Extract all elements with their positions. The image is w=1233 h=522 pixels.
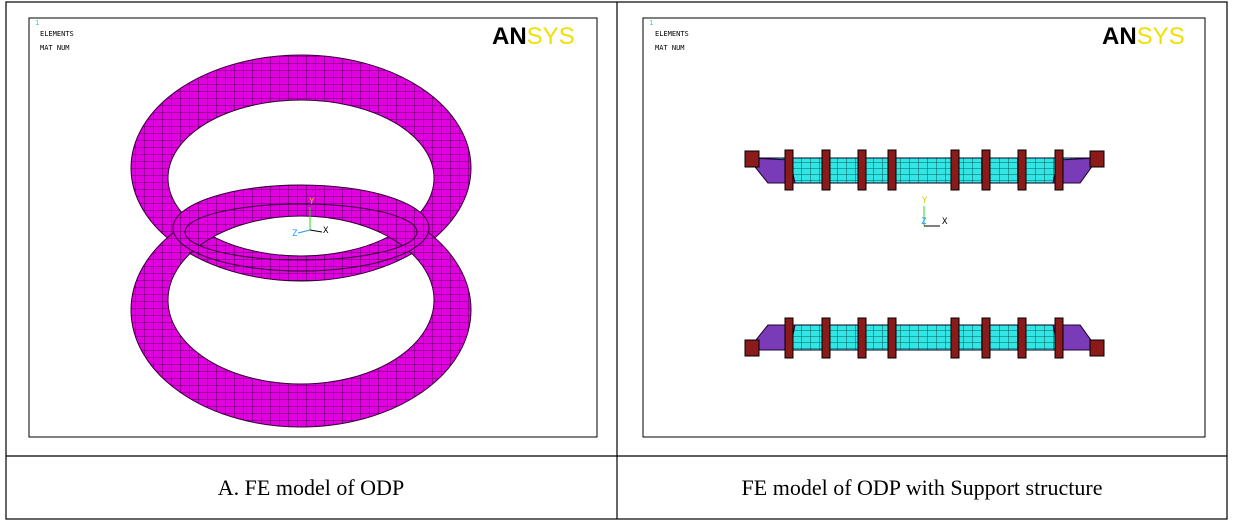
axis-label: X <box>323 226 329 236</box>
ansys-logo: ANSYS <box>492 23 575 50</box>
axis-label: Z <box>292 229 298 239</box>
plot-label: MAT NUM <box>40 44 70 52</box>
panel-frame <box>643 18 1205 437</box>
axis-label: Y <box>309 197 315 207</box>
axis-label: X <box>942 217 948 227</box>
plot-label: ELEMENTS <box>40 30 74 38</box>
logo-part: SYS <box>527 23 575 50</box>
plot-label: ELEMENTS <box>655 30 689 38</box>
caption: FE model of ODP with Support structure <box>742 475 1103 500</box>
logo-part: SYS <box>1137 23 1185 50</box>
plot-label: MAT NUM <box>655 44 685 52</box>
window-number: 1 <box>649 19 653 27</box>
window-number: 1 <box>35 19 39 27</box>
ansys-logo: ANSYS <box>1102 23 1185 50</box>
figure: 1 ELEMENTS MAT NUM ANSYS Y Z X 1 ELEMENT… <box>0 0 1233 522</box>
caption: A. FE model of ODP <box>218 475 404 500</box>
axis-label: Y <box>922 196 928 206</box>
logo-part: AN <box>1102 23 1137 50</box>
logo-part: AN <box>492 23 527 50</box>
axis-label: Z <box>921 217 927 227</box>
